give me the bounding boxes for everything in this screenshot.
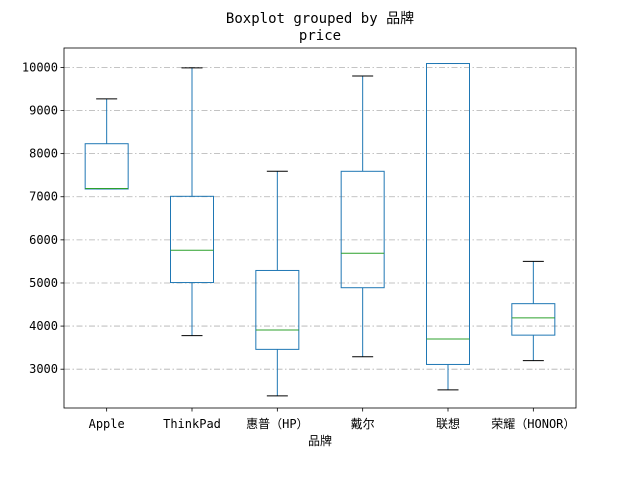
y-tick-label: 6000 bbox=[29, 233, 58, 247]
y-tick-label: 10000 bbox=[22, 60, 58, 74]
box-1 bbox=[170, 67, 214, 337]
x-tick-label: 惠普（HP） bbox=[246, 417, 308, 431]
box-5 bbox=[511, 260, 556, 362]
boxes bbox=[84, 63, 556, 397]
x-tick-label: 荣耀（HONOR） bbox=[491, 417, 575, 431]
iqr-box bbox=[511, 303, 556, 336]
y-tick-label: 3000 bbox=[29, 362, 58, 376]
iqr-box bbox=[340, 170, 385, 289]
iqr-box bbox=[255, 269, 300, 350]
axes: 3000 4000 5000 6000 7000 8000 9000 10000 Apple Th… bbox=[22, 47, 577, 431]
chart-suptitle: Boxplot grouped by 品牌 bbox=[226, 10, 414, 27]
x-tick-label: ThinkPad bbox=[163, 417, 221, 431]
iqr-box bbox=[170, 195, 214, 284]
iqr-box bbox=[426, 63, 470, 365]
y-tick-label: 7000 bbox=[29, 190, 58, 204]
chart-title: price bbox=[299, 28, 341, 44]
box-2 bbox=[255, 170, 300, 397]
box-3 bbox=[340, 75, 385, 358]
y-tick-label: 9000 bbox=[29, 104, 58, 118]
x-tick-label: Apple bbox=[89, 417, 125, 431]
y-tick-label: 4000 bbox=[29, 319, 58, 333]
y-tick-label: 8000 bbox=[29, 147, 58, 161]
box-4 bbox=[426, 63, 470, 391]
x-tick-label: 联想 bbox=[436, 416, 460, 431]
plot-frame bbox=[63, 47, 577, 409]
y-tick-label: 5000 bbox=[29, 276, 58, 290]
box-0 bbox=[84, 98, 129, 190]
x-tick-label: 戴尔 bbox=[351, 416, 375, 431]
x-axis-label: 品牌 bbox=[308, 434, 332, 448]
gridlines bbox=[64, 67, 576, 370]
